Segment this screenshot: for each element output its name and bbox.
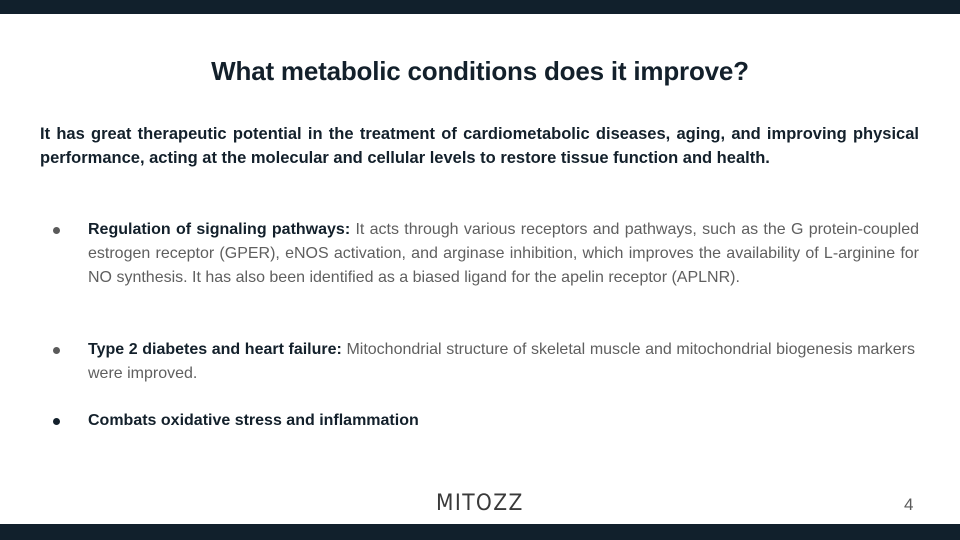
slide-title: What metabolic conditions does it improv… bbox=[211, 56, 749, 86]
bullet-text: Mitochondrial structure of skeletal musc… bbox=[88, 341, 916, 382]
bullet-dot-icon bbox=[53, 227, 60, 234]
intro-paragraph: It has great therapeutic potential in th… bbox=[40, 125, 919, 167]
bullet-item-oxidative-stress: Combats oxidative stress and inflammatio… bbox=[40, 409, 919, 433]
bullet-lead: Combats oxidative stress and inflammatio… bbox=[88, 412, 419, 429]
bullet-text: It acts through various receptors and pa… bbox=[88, 221, 919, 286]
bullet-item-signaling-pathways: Regulation of signaling pathways: It act… bbox=[40, 218, 919, 290]
bullet-dot-icon bbox=[53, 418, 60, 425]
top-decorative-bar bbox=[0, 0, 960, 14]
bottom-decorative-bar bbox=[0, 524, 960, 540]
bullet-dot-icon bbox=[53, 347, 60, 354]
page-number: 4 bbox=[904, 495, 914, 514]
bullet-lead: Regulation of signaling pathways: bbox=[88, 221, 351, 238]
bullet-lead: Type 2 diabetes and heart failure: bbox=[88, 341, 342, 358]
brand-logo: MITOZZ bbox=[436, 491, 524, 516]
bullet-item-diabetes-heart-failure: Type 2 diabetes and heart failure: Mitoc… bbox=[40, 338, 915, 386]
